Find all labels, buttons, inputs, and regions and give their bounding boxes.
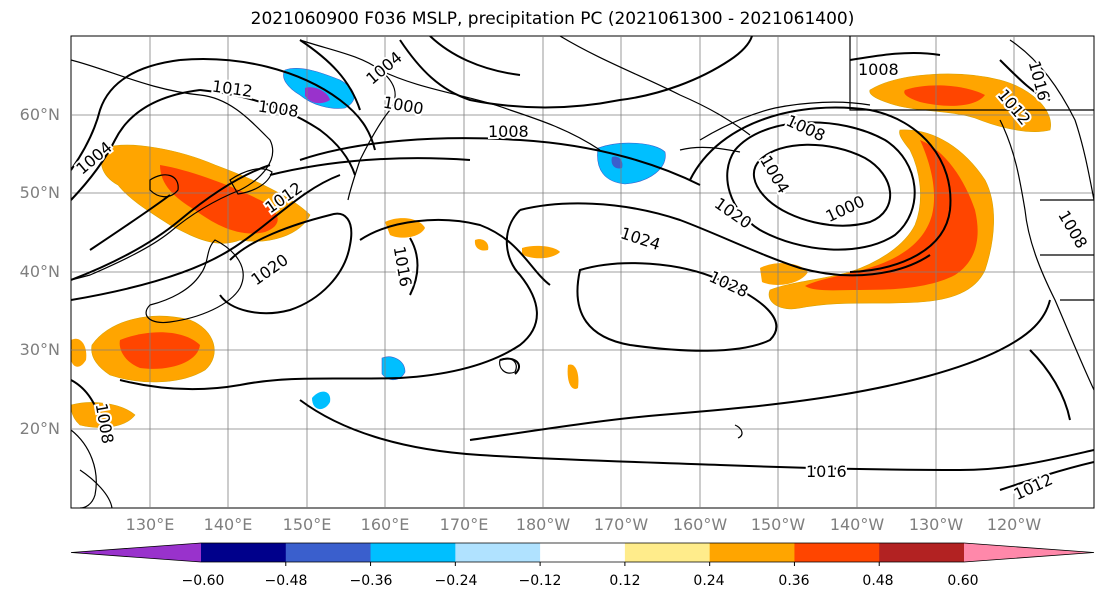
precip-area-honshu-south-core — [119, 332, 200, 369]
colorbar-extend-max — [964, 543, 1094, 562]
isobar-label: 1004 — [362, 48, 405, 89]
lon-label: 150°W — [750, 515, 806, 534]
precip-area-bering-core — [611, 156, 623, 169]
lon-label: 160°W — [672, 515, 728, 534]
isobar-label: 1016 — [806, 462, 847, 481]
precip-area-small-orange — [474, 239, 489, 251]
isobar-label: 1008 — [858, 60, 899, 79]
isobar-label: 1004 — [756, 152, 793, 197]
precip-area-gulf-core — [805, 140, 978, 291]
isobar-label: 1000 — [823, 192, 868, 226]
lon-label: 140°E — [203, 515, 253, 534]
isobar-label: 1012 — [211, 76, 254, 100]
lat-label-20n: 20°N — [19, 419, 60, 438]
isobar-label: 1008 — [257, 96, 300, 120]
lon-label: 150°E — [282, 515, 332, 534]
colorbar-bin — [879, 543, 965, 562]
colorbar-tick-label: −0.36 — [349, 573, 393, 589]
precip-area-sw — [71, 402, 136, 428]
colorbar-tick-label: 0.60 — [947, 573, 979, 589]
isobar-label: 1008 — [488, 122, 529, 141]
isobar-label: 1024 — [618, 223, 663, 254]
colorbar-tick-label: 0.24 — [693, 573, 725, 589]
isobar-label: 1016 — [390, 245, 416, 288]
coastlines — [71, 36, 1094, 508]
lon-label: 160°E — [360, 515, 410, 534]
colorbar — [70, 542, 1095, 566]
lon-label: 140°W — [829, 515, 885, 534]
lat-label-60n: 60°N — [19, 105, 60, 124]
precip-area-alaska-core — [904, 85, 985, 106]
precip-area-gulf-west — [760, 263, 808, 285]
isobar-label: 1008 — [1054, 207, 1091, 252]
lon-label: 180°W — [515, 515, 571, 534]
colorbar-outline — [70, 542, 1095, 563]
colorbar-tick-label: −0.24 — [434, 573, 478, 589]
precip-area-bering — [597, 142, 666, 185]
colorbar-tick-label: −0.60 — [181, 573, 225, 589]
colorbar-bin — [540, 543, 626, 562]
precip-area-hawaii — [567, 364, 579, 389]
precip-area-okhotsk-core — [305, 87, 330, 104]
isobar-label: 1012 — [1011, 470, 1056, 504]
colorbar-bin — [624, 543, 711, 562]
colorbar-tick-label: 0.36 — [778, 573, 810, 589]
colorbar-bin — [709, 543, 795, 562]
colorbar-tick-label: 0.48 — [862, 573, 894, 589]
isobar-label: 1008 — [783, 111, 828, 145]
lat-label-50n: 50°N — [19, 183, 60, 202]
lon-label: 120°W — [986, 515, 1042, 534]
colorbar-bin — [794, 543, 880, 562]
isobars — [71, 36, 1094, 491]
lon-label: 170°E — [439, 515, 489, 534]
precip-area-central — [381, 356, 406, 381]
precip-area-kuril — [385, 218, 425, 238]
colorbar-bin — [285, 543, 372, 562]
colorbar-tick-label: −0.12 — [518, 573, 562, 589]
lat-label-30n: 30°N — [19, 340, 60, 359]
colorbar-bin — [370, 543, 456, 562]
colorbar-bin — [201, 543, 287, 562]
precip-area-dateline — [522, 245, 560, 259]
colorbar-tick-label: −0.48 — [264, 573, 308, 589]
lon-label: 130°W — [908, 515, 964, 534]
precip-area-left-edge — [71, 338, 87, 367]
graticule — [71, 36, 1094, 508]
isobar-label: 1000 — [382, 93, 425, 119]
lon-label: 170°W — [593, 515, 649, 534]
colorbar-extend-min — [71, 543, 201, 562]
map-title: 2021060900 F036 MSLP, precipitation PC (… — [250, 9, 855, 29]
colorbar-bin — [455, 543, 541, 562]
lon-label: 130°E — [125, 515, 175, 534]
isobar-label: 1020 — [248, 250, 292, 289]
colorbar-tick-label: 0.12 — [609, 573, 641, 589]
precip-area-small-blue — [312, 391, 331, 410]
lat-label-40n: 40°N — [19, 262, 60, 281]
